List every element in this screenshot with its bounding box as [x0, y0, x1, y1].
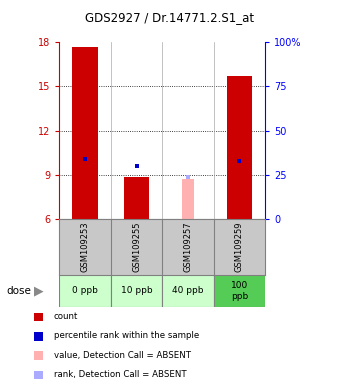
Text: GSM109259: GSM109259	[235, 222, 244, 272]
Text: ▶: ▶	[34, 285, 44, 297]
Text: rank, Detection Call = ABSENT: rank, Detection Call = ABSENT	[54, 370, 186, 379]
Bar	[124, 177, 150, 219]
Bar	[111, 275, 162, 307]
Text: GSM109253: GSM109253	[81, 222, 90, 272]
Bar	[227, 76, 252, 219]
Bar	[214, 275, 265, 307]
Bar	[182, 179, 194, 219]
Text: 0 ppb: 0 ppb	[72, 286, 98, 295]
Text: GSM109257: GSM109257	[184, 222, 192, 272]
Text: 10 ppb: 10 ppb	[121, 286, 152, 295]
Text: GSM109255: GSM109255	[132, 222, 141, 272]
Bar	[59, 275, 111, 307]
Bar	[162, 275, 214, 307]
Text: 100
ppb: 100 ppb	[231, 281, 248, 301]
Bar	[72, 47, 98, 219]
Text: dose: dose	[7, 286, 32, 296]
Text: value, Detection Call = ABSENT: value, Detection Call = ABSENT	[54, 351, 190, 360]
Text: GDS2927 / Dr.14771.2.S1_at: GDS2927 / Dr.14771.2.S1_at	[85, 12, 255, 25]
Text: percentile rank within the sample: percentile rank within the sample	[54, 331, 199, 341]
Text: 40 ppb: 40 ppb	[172, 286, 204, 295]
Text: count: count	[54, 312, 78, 321]
